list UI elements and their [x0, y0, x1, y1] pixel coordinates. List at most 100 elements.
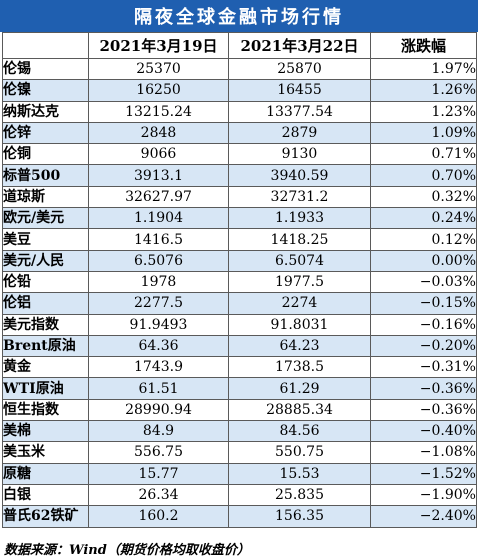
table-row: Brent原油 64.36 64.23 −0.20%	[2, 334, 477, 358]
row-date2-cell: 32731.2	[228, 185, 371, 209]
row-name-cell: Brent原油	[2, 334, 89, 358]
row-change-cell: 0.71%	[370, 143, 477, 166]
table-row: 美棉 84.9 84.56 −0.40%	[2, 420, 477, 443]
table-row: 标普500 3913.1 3940.59 0.70%	[2, 164, 477, 187]
row-change-cell: −1.90%	[370, 483, 477, 507]
row-date1-cell: 2848	[88, 121, 229, 145]
row-name-cell: 伦铅	[2, 270, 89, 294]
row-date1-cell: 84.9	[88, 420, 229, 443]
row-name-cell: 纳斯达克	[2, 100, 89, 123]
table-row: 伦铝 2277.5 2274 −0.15%	[2, 292, 477, 315]
report-title: 隔夜全球金融市场行情	[0, 0, 478, 32]
header-date-2: 2021年3月22日	[228, 32, 371, 59]
row-name-cell: 原糖	[2, 462, 89, 485]
row-date1-cell: 25370	[88, 57, 229, 81]
row-date2-cell: 2879	[228, 121, 371, 145]
row-change-cell: 1.97%	[370, 57, 477, 81]
row-change-cell: −0.15%	[370, 292, 477, 315]
row-change-cell: 0.32%	[370, 185, 477, 209]
row-date1-cell: 9066	[88, 143, 229, 166]
row-name-cell: 白银	[2, 483, 89, 507]
row-date1-cell: 61.51	[88, 377, 229, 400]
row-date2-cell: 84.56	[228, 420, 371, 443]
row-change-cell: 1.26%	[370, 79, 477, 102]
table-row: 美元指数 91.9493 91.8031 −0.16%	[2, 313, 477, 336]
row-date2-cell: 15.53	[228, 462, 371, 485]
row-date1-cell: 26.34	[88, 483, 229, 507]
table-row: 美豆 1416.5 1418.25 0.12%	[2, 228, 477, 251]
row-date1-cell: 1978	[88, 270, 229, 294]
table-row: 美玉米 556.75 550.75 −1.08%	[2, 441, 477, 464]
row-date2-cell: 3940.59	[228, 164, 371, 187]
table-row: WTI原油 61.51 61.29 −0.36%	[2, 377, 477, 400]
table-row: 原糖 15.77 15.53 −1.52%	[2, 462, 477, 485]
row-date2-cell: 1418.25	[228, 228, 371, 251]
row-date2-cell: 64.23	[228, 334, 371, 358]
table-row: 伦铜 9066 9130 0.71%	[2, 143, 477, 166]
row-change-cell: −2.40%	[370, 505, 477, 528]
row-change-cell: −0.36%	[370, 398, 477, 422]
row-change-cell: −0.20%	[370, 334, 477, 358]
row-change-cell: −0.36%	[370, 377, 477, 400]
table-body: 伦锡 25370 25870 1.97% 伦镍 16250 16455 1.26% 纳斯达克 13…	[2, 57, 477, 528]
table-row: 纳斯达克 13215.24 13377.54 1.23%	[2, 100, 477, 123]
row-name-cell: 伦锡	[2, 57, 89, 81]
row-change-cell: −0.16%	[370, 313, 477, 336]
row-date1-cell: 160.2	[88, 505, 229, 528]
row-name-cell: WTI原油	[2, 377, 89, 400]
row-change-cell: −1.52%	[370, 462, 477, 485]
row-name-cell: 伦镍	[2, 79, 89, 102]
table-header-row: 2021年3月19日 2021年3月22日 涨跌幅	[2, 32, 477, 59]
row-date2-cell: 1977.5	[228, 270, 371, 294]
row-name-cell: 道琼斯	[2, 185, 89, 209]
row-name-cell: 美元/人民	[2, 249, 89, 272]
row-date2-cell: 6.5074	[228, 249, 371, 272]
row-name-cell: 恒生指数	[2, 398, 89, 422]
row-date1-cell: 3913.1	[88, 164, 229, 187]
row-date1-cell: 13215.24	[88, 100, 229, 123]
row-name-cell: 美玉米	[2, 441, 89, 464]
row-change-cell: −1.08%	[370, 441, 477, 464]
row-change-cell: −0.31%	[370, 356, 477, 379]
table-row: 恒生指数 28990.94 28885.34 −0.36%	[2, 398, 477, 422]
row-date1-cell: 1416.5	[88, 228, 229, 251]
row-date2-cell: 25.835	[228, 483, 371, 507]
row-date1-cell: 64.36	[88, 334, 229, 358]
row-date2-cell: 1.1933	[228, 207, 371, 230]
row-name-cell: 伦铝	[2, 292, 89, 315]
row-name-cell: 美豆	[2, 228, 89, 251]
header-change: 涨跌幅	[370, 32, 477, 59]
row-name-cell: 欧元/美元	[2, 207, 89, 230]
row-date2-cell: 28885.34	[228, 398, 371, 422]
row-date1-cell: 32627.97	[88, 185, 229, 209]
row-change-cell: −0.40%	[370, 420, 477, 443]
row-name-cell: 美棉	[2, 420, 89, 443]
row-change-cell: 0.70%	[370, 164, 477, 187]
row-date1-cell: 1743.9	[88, 356, 229, 379]
header-date-1: 2021年3月19日	[88, 32, 229, 59]
row-name-cell: 黄金	[2, 356, 89, 379]
table-row: 普氏62铁矿 160.2 156.35 −2.40%	[2, 505, 477, 528]
table-row: 道琼斯 32627.97 32731.2 0.32%	[2, 185, 477, 209]
quotes-table: 2021年3月19日 2021年3月22日 涨跌幅 伦锡 25370 25870 1.…	[2, 32, 477, 528]
row-date2-cell: 16455	[228, 79, 371, 102]
table-row: 黄金 1743.9 1738.5 −0.31%	[2, 356, 477, 379]
row-name-cell: 标普500	[2, 164, 89, 187]
row-change-cell: 1.09%	[370, 121, 477, 145]
header-name	[2, 32, 89, 59]
table-row: 美元/人民 6.5076 6.5074 0.00%	[2, 249, 477, 272]
row-change-cell: 0.24%	[370, 207, 477, 230]
table-row: 欧元/美元 1.1904 1.1933 0.24%	[2, 207, 477, 230]
row-date1-cell: 16250	[88, 79, 229, 102]
row-date1-cell: 1.1904	[88, 207, 229, 230]
row-date2-cell: 1738.5	[228, 356, 371, 379]
row-date2-cell: 156.35	[228, 505, 371, 528]
row-change-cell: 0.00%	[370, 249, 477, 272]
row-name-cell: 伦锌	[2, 121, 89, 145]
row-date2-cell: 61.29	[228, 377, 371, 400]
table-row: 伦锡 25370 25870 1.97%	[2, 57, 477, 81]
table-row: 伦镍 16250 16455 1.26%	[2, 79, 477, 102]
row-date2-cell: 2274	[228, 292, 371, 315]
row-change-cell: −0.03%	[370, 270, 477, 294]
row-date1-cell: 6.5076	[88, 249, 229, 272]
